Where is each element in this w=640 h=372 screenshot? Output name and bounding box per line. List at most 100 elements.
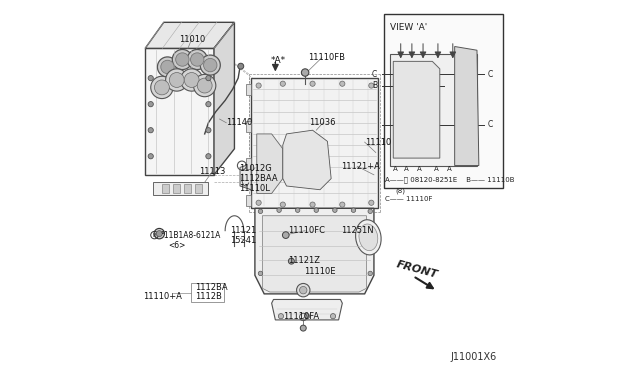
Ellipse shape: [356, 220, 381, 255]
Circle shape: [289, 258, 294, 264]
Bar: [246, 158, 251, 169]
Text: C: C: [488, 70, 493, 79]
Text: J11001X6: J11001X6: [451, 352, 497, 362]
Text: A: A: [434, 166, 438, 172]
Text: 11110E: 11110E: [305, 267, 336, 276]
Circle shape: [172, 49, 193, 70]
Circle shape: [148, 76, 154, 81]
Bar: [173, 184, 180, 193]
Circle shape: [175, 53, 189, 66]
Circle shape: [305, 314, 310, 319]
Bar: [195, 184, 202, 193]
Circle shape: [191, 53, 204, 66]
Text: 11121: 11121: [230, 226, 256, 235]
Circle shape: [184, 73, 199, 87]
Polygon shape: [262, 216, 367, 292]
Text: 11110+A: 11110+A: [143, 292, 182, 301]
Polygon shape: [271, 299, 342, 320]
Circle shape: [154, 228, 164, 239]
Polygon shape: [240, 164, 251, 190]
Text: 11012G: 11012G: [239, 164, 271, 173]
Circle shape: [310, 81, 315, 86]
Circle shape: [259, 271, 262, 276]
Circle shape: [368, 209, 372, 214]
Text: 11110FB: 11110FB: [308, 53, 345, 62]
Text: 11113: 11113: [199, 167, 225, 176]
Ellipse shape: [359, 224, 378, 251]
Circle shape: [278, 314, 284, 319]
Text: (8): (8): [395, 187, 405, 194]
Text: 11010: 11010: [179, 35, 205, 44]
Circle shape: [206, 154, 211, 159]
Circle shape: [148, 154, 154, 159]
Circle shape: [156, 231, 163, 237]
Circle shape: [206, 128, 211, 133]
Text: 1112BAA: 1112BAA: [239, 174, 278, 183]
Bar: [384, 14, 503, 188]
Text: *A*: *A*: [271, 56, 286, 65]
Circle shape: [282, 232, 289, 238]
Text: B: B: [153, 232, 156, 238]
Text: 11251N: 11251N: [342, 226, 374, 235]
Bar: [162, 184, 168, 193]
Text: 11110FC: 11110FC: [289, 226, 325, 235]
Circle shape: [154, 80, 170, 95]
Circle shape: [200, 55, 220, 75]
Circle shape: [151, 76, 173, 99]
Text: C: C: [372, 70, 378, 79]
Circle shape: [206, 102, 211, 107]
Polygon shape: [390, 54, 477, 166]
Text: C: C: [488, 120, 493, 129]
Circle shape: [256, 83, 261, 88]
Polygon shape: [145, 22, 234, 48]
Circle shape: [296, 208, 300, 212]
Text: A: A: [447, 166, 451, 172]
Text: <6>: <6>: [168, 241, 186, 250]
Circle shape: [310, 202, 315, 207]
Text: 1112B: 1112B: [195, 292, 222, 301]
Text: 11121Z: 11121Z: [289, 256, 321, 265]
Polygon shape: [145, 48, 214, 175]
Text: 11036: 11036: [309, 118, 335, 126]
Text: 11110L: 11110L: [239, 184, 270, 193]
Circle shape: [333, 208, 337, 212]
Text: C—— 11110F: C—— 11110F: [385, 196, 432, 202]
Circle shape: [170, 73, 184, 87]
Bar: [246, 121, 251, 132]
Circle shape: [369, 200, 374, 205]
Circle shape: [340, 81, 345, 86]
Circle shape: [300, 286, 307, 294]
Polygon shape: [283, 130, 331, 190]
Circle shape: [193, 74, 216, 97]
Text: A: A: [417, 166, 422, 172]
Text: FRONT: FRONT: [395, 259, 438, 280]
Circle shape: [206, 76, 211, 81]
Text: 11121+A: 11121+A: [342, 162, 380, 171]
Text: VIEW 'A': VIEW 'A': [390, 23, 427, 32]
Bar: [191, 283, 224, 302]
Bar: [246, 195, 251, 206]
Circle shape: [368, 271, 372, 276]
Circle shape: [330, 314, 335, 319]
Text: 11140: 11140: [227, 118, 253, 127]
Circle shape: [187, 49, 207, 70]
Polygon shape: [251, 78, 378, 208]
Circle shape: [296, 283, 310, 297]
Circle shape: [161, 60, 174, 74]
Circle shape: [301, 69, 309, 76]
Text: B: B: [372, 81, 378, 90]
Circle shape: [148, 128, 154, 133]
Circle shape: [314, 208, 319, 212]
Circle shape: [166, 69, 188, 91]
Bar: [246, 84, 251, 95]
Polygon shape: [454, 46, 479, 166]
Text: 1112BA: 1112BA: [195, 283, 228, 292]
Text: A——Ⓒ 08120-8251E    B—— 11110B: A——Ⓒ 08120-8251E B—— 11110B: [385, 176, 514, 183]
Polygon shape: [394, 61, 440, 158]
Circle shape: [157, 57, 177, 77]
Polygon shape: [255, 208, 374, 294]
Text: A: A: [393, 166, 397, 172]
Circle shape: [259, 209, 262, 214]
Text: 15241: 15241: [230, 236, 256, 245]
Text: A: A: [404, 166, 409, 172]
